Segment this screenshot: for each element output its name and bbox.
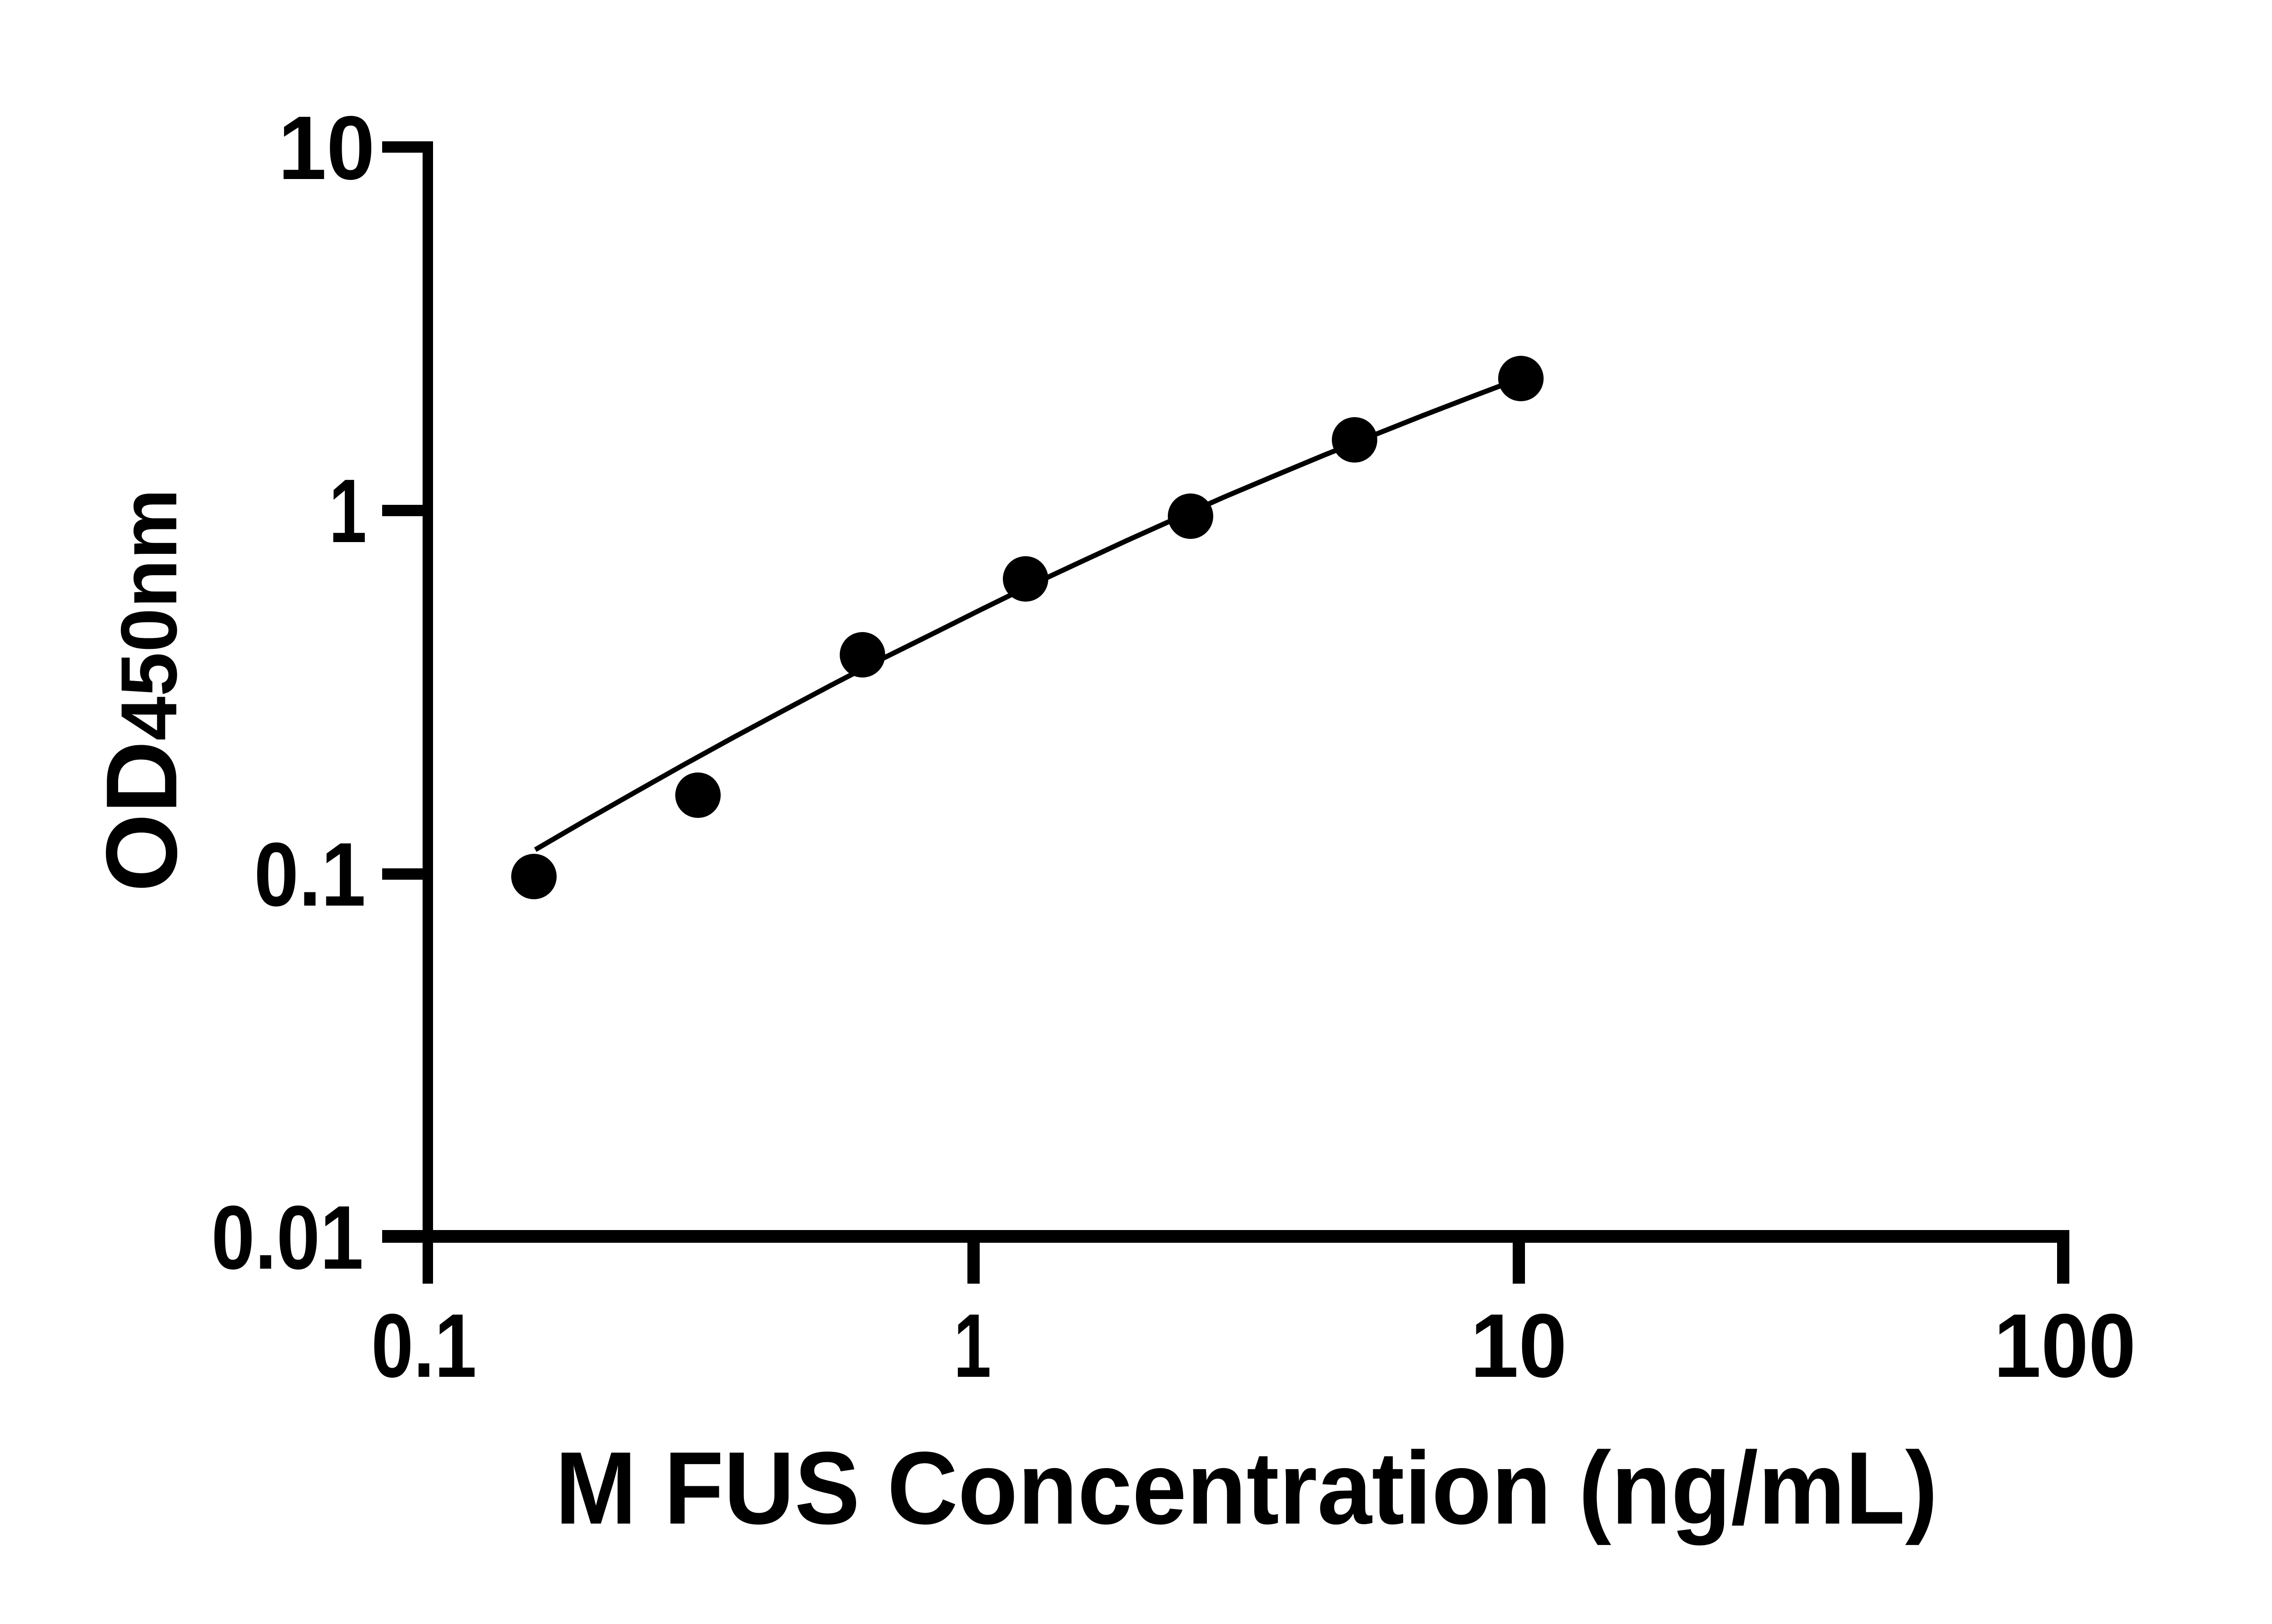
svg-text:10: 10: [278, 98, 375, 199]
svg-text:0.01: 0.01: [211, 1187, 364, 1288]
svg-text:OD450nm: OD450nm: [85, 489, 198, 892]
svg-text:100: 100: [1994, 1295, 2136, 1396]
svg-text:M FUS Concentration (ng/mL): M FUS Concentration (ng/mL): [555, 1431, 1938, 1546]
svg-text:10: 10: [1470, 1295, 1567, 1396]
svg-text:1: 1: [954, 1295, 992, 1396]
svg-text:1: 1: [329, 461, 367, 562]
svg-text:0.1: 0.1: [254, 824, 366, 925]
svg-text:0.1: 0.1: [371, 1295, 477, 1396]
